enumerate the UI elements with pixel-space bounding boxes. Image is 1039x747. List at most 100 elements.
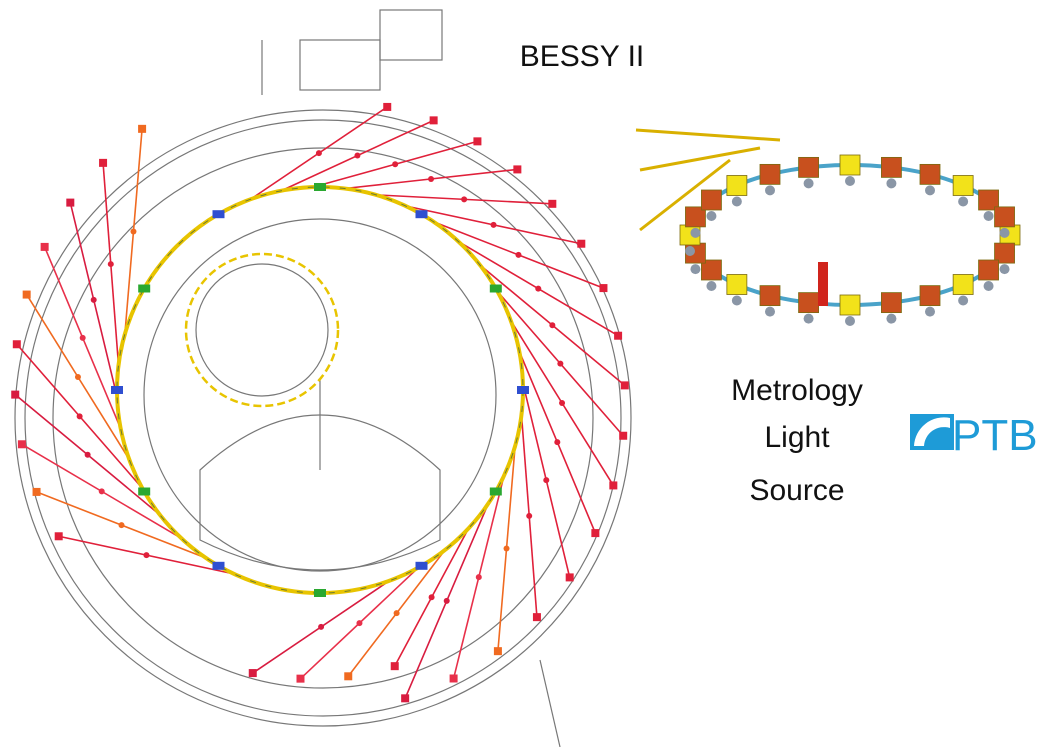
end-station	[249, 669, 257, 677]
mls-magnet	[979, 260, 999, 280]
optic	[85, 452, 91, 458]
mls-support	[690, 228, 700, 238]
beamline	[640, 148, 760, 170]
end-station	[401, 694, 409, 702]
end-station	[513, 165, 521, 173]
mls-support	[685, 246, 695, 256]
magnet	[416, 562, 428, 570]
page: BESSY II Metrology Light Source PTB (() …	[0, 0, 1039, 747]
optic	[354, 153, 360, 159]
end-station	[609, 481, 617, 489]
end-station	[621, 381, 629, 389]
mls-support	[1000, 264, 1010, 274]
magnet	[314, 183, 326, 191]
mls-magnet	[760, 164, 780, 184]
magnet	[517, 386, 529, 394]
optic	[554, 439, 560, 445]
mls-magnet	[840, 295, 860, 315]
end-station	[619, 432, 627, 440]
mls-support	[925, 307, 935, 317]
bessy-floor-plan	[15, 10, 631, 747]
mls-support	[732, 197, 742, 207]
mls-magnet	[995, 207, 1015, 227]
end-station	[599, 284, 607, 292]
mls-support	[886, 178, 896, 188]
optic	[392, 161, 398, 167]
mls-magnet	[953, 274, 973, 294]
mls-magnet	[920, 164, 940, 184]
end-station	[55, 532, 63, 540]
optic	[543, 477, 549, 483]
facility-diagram: BESSY II Metrology Light Source PTB	[0, 0, 1039, 747]
mls-magnet	[920, 286, 940, 306]
optic	[130, 228, 136, 234]
end-station	[11, 391, 19, 399]
end-station	[450, 674, 458, 682]
end-station	[383, 103, 391, 111]
end-station	[296, 675, 304, 683]
optic	[535, 286, 541, 292]
mls-support	[845, 176, 855, 186]
end-station	[41, 243, 49, 251]
mls-magnet	[840, 155, 860, 175]
mls-support	[845, 316, 855, 326]
mls-support	[765, 185, 775, 195]
magnet	[490, 488, 502, 496]
optic	[549, 322, 555, 328]
optic	[99, 488, 105, 494]
end-station	[391, 662, 399, 670]
end-station	[473, 137, 481, 145]
mls-support	[690, 264, 700, 274]
end-station	[66, 199, 74, 207]
optic	[119, 522, 125, 528]
mls-support	[958, 295, 968, 305]
optic	[476, 574, 482, 580]
end-station	[577, 240, 585, 248]
magnet	[314, 589, 326, 597]
optic	[559, 400, 565, 406]
magnet	[213, 562, 225, 570]
logo-text: PTB	[952, 411, 1038, 460]
mls-magnet	[799, 293, 819, 313]
end-station	[13, 340, 21, 348]
mls-magnet	[953, 176, 973, 196]
mls-magnet	[701, 190, 721, 210]
magnet	[138, 488, 150, 496]
end-station	[566, 573, 574, 581]
booster-ring	[186, 254, 338, 406]
mls-magnet	[727, 176, 747, 196]
mls-magnet	[881, 293, 901, 313]
mls-support	[984, 281, 994, 291]
mls-support	[804, 314, 814, 324]
bessy-label: BESSY II	[520, 40, 645, 73]
mls-support	[958, 197, 968, 207]
mls-support	[925, 185, 935, 195]
beamline	[636, 130, 780, 140]
mls-ring	[636, 130, 1020, 326]
annex-building	[300, 40, 380, 90]
magnet	[213, 210, 225, 218]
booster-hall	[196, 264, 328, 396]
optic	[80, 335, 86, 341]
optic	[428, 176, 434, 182]
optic	[316, 150, 322, 156]
end-station	[533, 613, 541, 621]
end-station	[138, 125, 146, 133]
optic	[143, 552, 149, 558]
annex-building	[380, 10, 442, 60]
optic	[444, 598, 450, 604]
end-station	[23, 291, 31, 299]
end-station	[494, 647, 502, 655]
end-station	[99, 159, 107, 167]
ptb-logo: PTB	[910, 411, 1038, 460]
end-station	[430, 116, 438, 124]
end-station	[344, 672, 352, 680]
mls-magnet	[760, 286, 780, 306]
optic	[557, 361, 563, 367]
mls-support	[706, 211, 716, 221]
end-station	[548, 200, 556, 208]
magnet	[111, 386, 123, 394]
mls-support	[1000, 228, 1010, 238]
optic	[394, 610, 400, 616]
mls-support	[886, 314, 896, 324]
